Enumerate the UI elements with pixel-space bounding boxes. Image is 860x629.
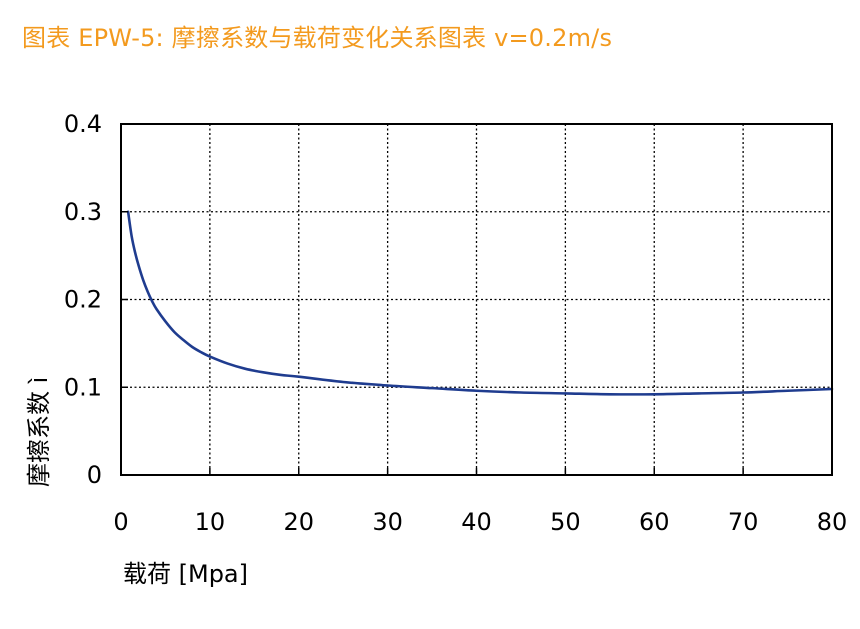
x-tick-label: 0 bbox=[113, 508, 128, 536]
chart-title: 图表 EPW-5: 摩擦系数与载荷变化关系图表 v=0.2m/s bbox=[22, 24, 613, 52]
y-tick-labels: 0 0.1 0.2 0.3 0.4 bbox=[64, 110, 102, 489]
x-tick-label: 70 bbox=[728, 508, 759, 536]
y-tick-label: 0.2 bbox=[64, 286, 102, 314]
tick-marks bbox=[120, 123, 833, 476]
x-tick-label: 20 bbox=[283, 508, 314, 536]
x-tick-labels: 0 10 20 30 40 50 60 70 80 bbox=[113, 508, 847, 536]
y-tick-label: 0.4 bbox=[64, 110, 102, 138]
x-tick-label: 10 bbox=[195, 508, 226, 536]
x-tick-label: 80 bbox=[817, 508, 848, 536]
series-line bbox=[126, 210, 834, 396]
grid bbox=[121, 124, 832, 475]
x-tick-label: 30 bbox=[372, 508, 403, 536]
x-tick-label: 60 bbox=[639, 508, 670, 536]
x-tick-label: 40 bbox=[461, 508, 492, 536]
y-axis-label: 摩擦系数 ì bbox=[25, 377, 53, 487]
x-tick-label: 50 bbox=[550, 508, 581, 536]
y-tick-label: 0.3 bbox=[64, 198, 102, 226]
y-tick-label: 0.1 bbox=[64, 373, 102, 401]
x-axis-label: 载荷 [Mpa] bbox=[123, 560, 248, 588]
series-layer bbox=[126, 210, 834, 396]
y-tick-label: 0 bbox=[87, 461, 102, 489]
